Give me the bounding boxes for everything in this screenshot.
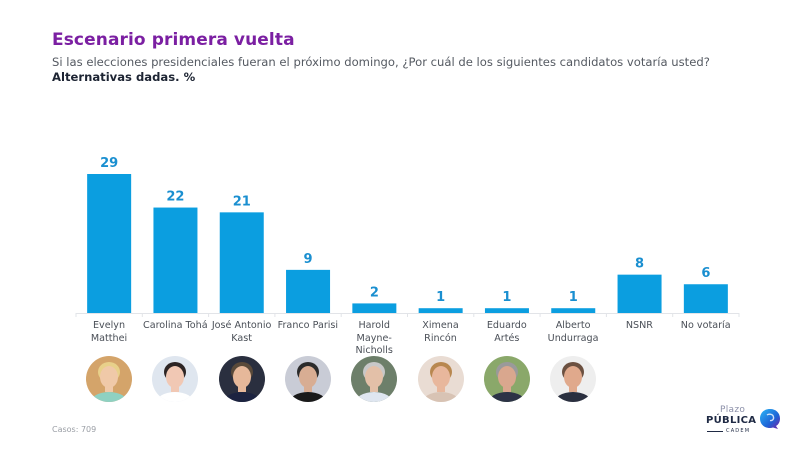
portrait-icon	[351, 356, 398, 402]
candidate-photo	[417, 356, 464, 402]
speech-bubble-logo-icon	[760, 409, 780, 429]
bar-jos-antonio-kast	[219, 212, 264, 313]
data-label: 2	[370, 285, 379, 300]
data-label: 21	[233, 194, 251, 209]
x-tick-label-line: Nicholls	[355, 345, 393, 356]
data-label: 29	[100, 156, 118, 171]
portrait-icon	[483, 356, 530, 402]
bar-eduardo-art-s	[484, 308, 529, 313]
data-label: 1	[569, 290, 578, 305]
logo-text-publica: PÚBLICA	[706, 415, 757, 426]
x-tick-label-line: José Antonio	[211, 320, 272, 331]
x-tick-label: Carolina Tohá	[142, 320, 208, 333]
data-label: 22	[166, 190, 184, 205]
x-tick-label-line: Mayne-	[356, 332, 392, 344]
candidate-photo	[152, 356, 199, 402]
x-tick-label: NSNR	[606, 320, 672, 333]
bar-no-votar-a	[683, 284, 728, 313]
x-tick-label-line: Carolina Tohá	[143, 320, 208, 331]
portrait-icon	[550, 356, 597, 402]
x-tick-label: Alberto Undurraga	[540, 320, 606, 345]
x-tick-label-line: Evelyn	[92, 320, 126, 331]
x-tick-label-line: Alberto	[555, 320, 591, 331]
x-tick-label: Eduardo Artés	[474, 320, 540, 345]
x-tick-label-line: Undurraga	[547, 332, 599, 344]
data-label: 1	[502, 290, 511, 305]
x-tick-label: José Antonio Kast	[209, 320, 275, 345]
x-tick-label-line: Artés	[494, 332, 520, 344]
x-tick-label: Evelyn Matthei	[76, 320, 142, 345]
x-tick-label: Harold Mayne- Nicholls	[341, 320, 407, 358]
x-tick-label: Ximena Rincón	[408, 320, 474, 345]
plaza-publica-logo: Plazo PÚBLICA CADEM	[706, 405, 786, 437]
candidate-photo	[550, 356, 597, 402]
portrait-icon	[218, 356, 265, 402]
candidate-photo	[351, 356, 398, 402]
chart-question: Si las elecciones presidenciales fueran …	[52, 55, 710, 69]
bar-evelyn-matthei	[87, 174, 132, 313]
x-tick-label: Franco Parisi	[275, 320, 341, 333]
logo-text-plazo: Plazo	[720, 405, 746, 415]
x-tick-label-line: No votaría	[680, 320, 731, 331]
chart-title: Escenario primera vuelta	[52, 30, 295, 50]
x-tick-label-line: NSNR	[625, 320, 653, 331]
data-label: 9	[304, 252, 313, 267]
data-label: 6	[701, 266, 710, 281]
x-tick-label-line: Matthei	[90, 332, 128, 344]
x-tick-label-line: Eduardo	[486, 320, 527, 331]
data-label: 1	[436, 290, 445, 305]
portrait-icon	[417, 356, 464, 402]
candidate-photo	[86, 356, 133, 402]
portrait-icon	[152, 356, 199, 402]
x-tick-label-line: Franco Parisi	[277, 320, 339, 331]
x-tick-label-line: Harold	[358, 320, 390, 331]
bar-alberto-undurraga	[551, 308, 596, 313]
x-tick-label-line: Kast	[231, 332, 252, 344]
logo-underline	[707, 431, 723, 432]
candidate-photo	[218, 356, 265, 402]
cases-note: Casos: 709	[52, 425, 97, 434]
portrait-icon	[285, 356, 332, 402]
bar-franco-parisi	[286, 269, 331, 313]
bar-carolina-toh-	[153, 207, 198, 313]
bar-nsnr	[617, 274, 662, 313]
logo-text-cadem: CADEM	[726, 428, 751, 434]
data-label: 8	[635, 257, 644, 272]
candidate-photo	[285, 356, 332, 402]
x-tick-label-line: Ximena	[422, 320, 459, 331]
candidate-photo	[483, 356, 530, 402]
bar-ximena-rinc-n	[418, 308, 463, 313]
chart-subtitle: Alternativas dadas. %	[52, 70, 196, 84]
x-tick-label-line: Rincón	[424, 332, 457, 344]
portrait-icon	[86, 356, 133, 402]
x-tick-label: No votaría	[673, 320, 739, 333]
bar-harold-mayne-nicholls	[352, 303, 397, 313]
